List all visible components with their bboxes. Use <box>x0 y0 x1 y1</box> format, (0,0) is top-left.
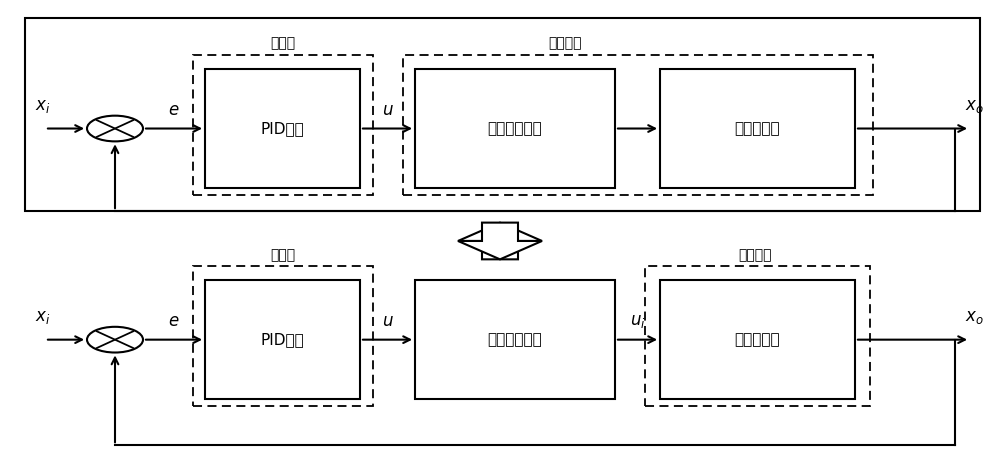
Text: 系统模型: 系统模型 <box>738 248 772 262</box>
Text: 非对称系统: 非对称系统 <box>735 332 780 347</box>
Text: 原始信号变换: 原始信号变换 <box>488 332 542 347</box>
Bar <box>205 280 360 399</box>
Bar <box>415 280 615 399</box>
Text: $e$: $e$ <box>168 313 180 330</box>
Text: $x_o$: $x_o$ <box>965 308 984 326</box>
Bar <box>403 55 873 195</box>
Text: PID控制: PID控制 <box>261 332 304 347</box>
Bar <box>193 266 373 406</box>
Text: $e$: $e$ <box>168 101 180 119</box>
Text: $x_i$: $x_i$ <box>35 97 50 115</box>
Polygon shape <box>458 223 542 259</box>
Text: 控制器: 控制器 <box>270 248 296 262</box>
Bar <box>205 69 360 188</box>
Bar <box>645 266 870 406</box>
Text: 控制器: 控制器 <box>270 37 296 50</box>
Text: 系统模型变换: 系统模型变换 <box>488 121 542 136</box>
Text: PID控制: PID控制 <box>261 121 304 136</box>
Bar <box>660 280 855 399</box>
Text: $x_o$: $x_o$ <box>965 97 984 115</box>
Bar <box>193 55 373 195</box>
Polygon shape <box>458 223 542 259</box>
Text: 非对称系统: 非对称系统 <box>735 121 780 136</box>
Bar <box>415 69 615 188</box>
Text: $x_i$: $x_i$ <box>35 308 50 326</box>
Text: $u$: $u$ <box>382 313 393 330</box>
Bar <box>660 69 855 188</box>
Bar <box>25 18 980 211</box>
Text: $u$: $u$ <box>382 101 393 119</box>
Text: 系统模型: 系统模型 <box>548 37 582 50</box>
Text: $u_i$: $u_i$ <box>630 313 645 330</box>
